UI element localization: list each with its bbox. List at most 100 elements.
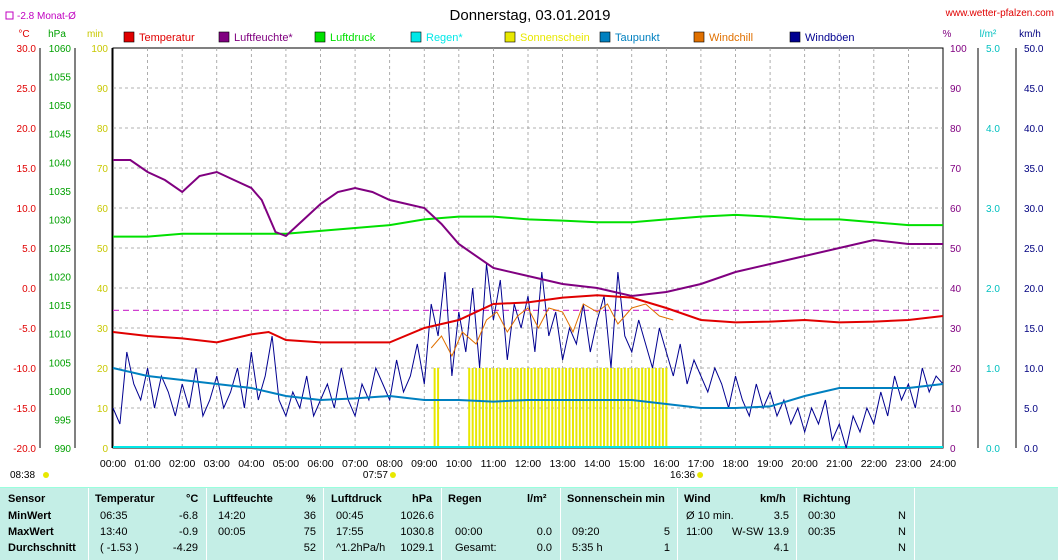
monthly-avg-icon	[5, 11, 14, 20]
x-tick: 19:00	[757, 458, 783, 470]
stats-cell: MinWert	[8, 510, 52, 522]
wind-tick: 40.0	[1024, 124, 1044, 135]
pressure-tick: 1035	[49, 187, 72, 198]
wind-tick: 25.0	[1024, 244, 1044, 255]
legend-swatch	[314, 31, 326, 43]
x-tick: 07:00	[342, 458, 368, 470]
sunshine-bar	[585, 368, 588, 448]
sun-min-tick: 30	[97, 324, 109, 335]
sunshine-bar	[651, 368, 654, 448]
sunshine-bar	[509, 368, 512, 448]
pressure-tick: 1020	[49, 273, 72, 284]
sunshine-bar	[551, 368, 554, 448]
x-tick: 11:00	[481, 458, 507, 470]
weather-chart: Donnerstag, 03.01.2019 www.wetter-pfalze…	[5, 7, 1054, 481]
stats-cell: -4.29	[172, 542, 198, 554]
stats-cell: 06:35	[100, 510, 128, 522]
stats-cell: 13.9	[767, 526, 789, 538]
stats-cell: 52	[303, 542, 316, 554]
sunshine-bar	[513, 368, 516, 448]
humidity-tick: 30	[950, 324, 962, 335]
legend-swatch	[789, 31, 801, 43]
sunshine-bar	[478, 368, 481, 448]
pressure-tick: 990	[54, 444, 71, 455]
x-tick: 08:00	[377, 458, 403, 470]
sunshine-bar	[537, 368, 540, 448]
sunshine-bar	[506, 368, 509, 448]
sunshine-bar	[527, 368, 529, 448]
moon-icon	[43, 472, 49, 478]
temp-tick: -10.0	[13, 364, 36, 375]
sunshine-bar	[488, 368, 491, 448]
sun-min-tick: 20	[97, 364, 109, 375]
stats-cell: 1029.1	[400, 542, 434, 554]
temp-tick: 10.0	[17, 204, 37, 215]
sunrise-label: 07:57	[363, 470, 388, 481]
temp-tick: 25.0	[17, 84, 37, 95]
left-unit-label: min	[87, 29, 103, 40]
monthly-avg-label: -2.8 Monat-Ø	[17, 11, 76, 22]
hdr-dir: Richtung	[803, 493, 851, 505]
sunshine-bar	[616, 368, 619, 448]
stats-cell: N	[898, 542, 906, 554]
rain-tick: 0.0	[986, 444, 1000, 455]
x-tick: 00:00	[100, 458, 126, 470]
legend-swatch	[123, 31, 135, 43]
right-unit-label: km/h	[1019, 29, 1041, 40]
humidity-tick: 40	[950, 284, 962, 295]
x-tick: 17:00	[688, 458, 714, 470]
legend-swatch	[504, 31, 516, 43]
series-windchill	[430, 303, 674, 358]
hdr-wind-unit: km/h	[760, 493, 786, 505]
sunshine-bar	[630, 368, 633, 448]
stats-cell: N	[898, 526, 906, 538]
legend-label: Windchill	[709, 32, 753, 44]
sunshine-bar	[637, 368, 640, 448]
sun-min-tick: 90	[97, 84, 109, 95]
stats-cell: 75	[303, 526, 316, 538]
chart-title: Donnerstag, 03.01.2019	[450, 7, 611, 24]
stats-cell: Ø 10 min.	[686, 510, 734, 522]
sunshine-bar	[623, 368, 626, 448]
sunshine-bar	[482, 368, 485, 448]
x-tick: 10:00	[446, 458, 472, 470]
pressure-tick: 1060	[49, 44, 72, 55]
stats-cell: 1030.8	[400, 526, 434, 538]
temp-tick: 30.0	[17, 44, 37, 55]
pressure-tick: 1025	[49, 244, 72, 255]
series-windböen	[112, 263, 944, 449]
stats-cell: N	[898, 510, 906, 522]
sunshine-bar	[599, 368, 602, 448]
x-tick: 14:00	[584, 458, 610, 470]
wind-tick: 20.0	[1024, 284, 1044, 295]
humidity-tick: 80	[950, 124, 962, 135]
wind-tick: 0.0	[1024, 444, 1038, 455]
pressure-tick: 1000	[49, 387, 72, 398]
stats-cell: ( -1.53 )	[100, 542, 139, 554]
sunshine-bar	[603, 368, 606, 448]
stats-cell: 00:45	[336, 510, 364, 522]
wind-tick: 50.0	[1024, 44, 1044, 55]
x-tick: 20:00	[792, 458, 818, 470]
sunshine-bar	[606, 368, 609, 448]
rain-tick: 5.0	[986, 44, 1000, 55]
stats-cell: 00:30	[808, 510, 836, 522]
humidity-tick: 50	[950, 244, 962, 255]
sunset-label: 16:36	[670, 470, 695, 481]
sunshine-bar	[575, 368, 578, 448]
hdr-press: Luftdruck	[331, 493, 382, 505]
legend-swatch	[599, 31, 611, 43]
sunshine-bar	[589, 368, 592, 448]
stats-cell: 3.5	[773, 510, 789, 522]
x-tick: 24:00	[930, 458, 956, 470]
sunshine-bar	[610, 368, 612, 448]
legend-label: Regen*	[426, 32, 463, 44]
sunshine-bar	[592, 368, 595, 448]
stats-cell: 1	[663, 542, 670, 554]
temp-tick: -5.0	[19, 324, 37, 335]
site-link[interactable]: www.wetter-pfalzen.com	[945, 8, 1054, 19]
stats-cell: 36	[303, 510, 316, 522]
temp-tick: -15.0	[13, 404, 36, 415]
sunshine-bar	[554, 368, 557, 448]
series-luftdruck	[113, 213, 943, 238]
